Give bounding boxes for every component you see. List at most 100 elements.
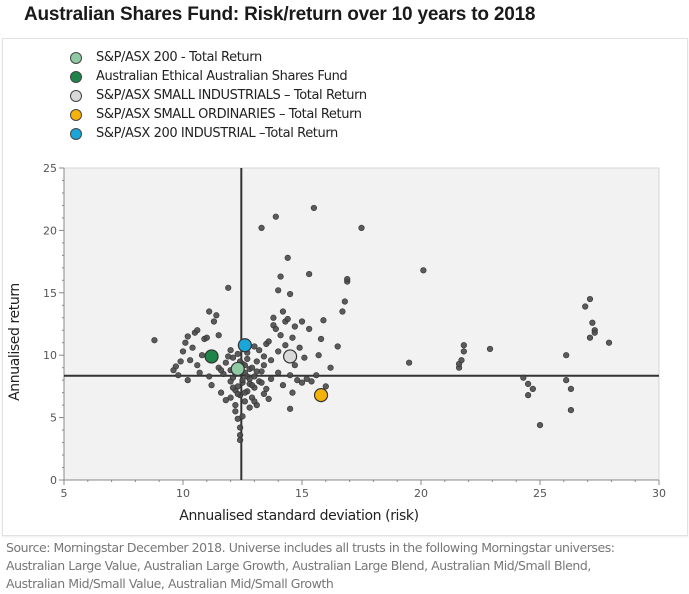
x-tick-label: 25 — [533, 487, 547, 500]
fund-point — [315, 352, 322, 359]
fund-point — [196, 369, 203, 376]
fund-point — [563, 377, 570, 384]
fund-point — [287, 405, 294, 412]
fund-point — [241, 389, 248, 396]
data-points — [151, 204, 613, 444]
fund-point — [294, 377, 301, 384]
fund-point — [284, 254, 291, 261]
fund-point — [227, 394, 234, 401]
legend-item-asx200-industrial: S&P/ASX 200 INDUSTRIAL –Total Return — [70, 124, 367, 143]
fund-point — [217, 367, 225, 374]
chart-title: Australian Shares Fund: Risk/return over… — [24, 4, 536, 25]
fund-point — [189, 344, 196, 351]
fund-point — [227, 347, 234, 354]
x-axis-label: Annualised standard deviation (risk) — [179, 508, 418, 524]
fund-point — [291, 362, 298, 369]
x-tick-label: 30 — [652, 487, 666, 500]
fund-point — [222, 397, 229, 404]
fund-point — [317, 335, 325, 343]
legend-item-small-ordinaries: S&P/ASX SMALL ORDINARIES – Total Return — [70, 105, 367, 124]
y-tick-label: 20 — [43, 224, 57, 237]
fund-point — [296, 344, 303, 351]
fund-point — [217, 389, 225, 396]
fund-point — [265, 395, 272, 402]
x-tick-label: 15 — [295, 487, 309, 500]
fund-point — [334, 343, 341, 350]
fund-point — [306, 270, 313, 278]
fund-point — [198, 352, 206, 359]
x-tick-label: 10 — [176, 487, 190, 500]
legend-label: S&P/ASX 200 INDUSTRIAL –Total Return — [96, 126, 338, 141]
y-axis-label: Annualised return — [7, 283, 23, 401]
highlighted-point: S&P/ASX SMALL ORDINARIES – Total Return — [313, 388, 329, 403]
fund-point — [289, 389, 296, 396]
fund-point — [279, 382, 287, 389]
fund-point — [358, 224, 365, 232]
fund-point — [246, 375, 253, 383]
fund-point — [206, 373, 213, 380]
legend-label: S&P/ASX 200 - Total Return — [96, 50, 262, 65]
legend-item-asx200: S&P/ASX 200 - Total Return — [70, 48, 367, 67]
fund-point — [256, 347, 263, 354]
fund-point — [194, 327, 201, 334]
fund-point — [208, 382, 215, 389]
fund-point — [225, 284, 232, 291]
y-tick-label: 25 — [43, 162, 57, 175]
fund-point — [177, 358, 184, 365]
fund-point — [591, 329, 598, 336]
legend: S&P/ASX 200 - Total Return Australian Et… — [70, 48, 367, 143]
fund-point — [260, 353, 268, 360]
fund-point — [339, 308, 346, 315]
fund-point — [563, 352, 570, 359]
fund-point — [172, 363, 179, 370]
y-tick-label: 0 — [50, 474, 57, 487]
fund-point — [313, 372, 320, 379]
fund-point — [225, 353, 232, 360]
fund-point — [524, 392, 532, 399]
fund-point — [322, 383, 329, 390]
legend-marker — [70, 89, 82, 102]
fund-point — [306, 325, 313, 333]
fund-point — [277, 332, 284, 339]
fund-point — [310, 204, 318, 212]
fund-point — [246, 404, 253, 411]
y-tick-label: 10 — [43, 349, 57, 362]
fund-point — [182, 339, 189, 346]
legend-label: S&P/ASX SMALL INDUSTRIALS – Total Return — [96, 88, 367, 103]
fund-point — [187, 357, 194, 364]
fund-point — [277, 273, 284, 280]
fund-point — [308, 378, 315, 385]
fund-point — [263, 385, 270, 392]
fund-point — [210, 318, 218, 325]
fund-point — [524, 380, 532, 388]
fund-point — [320, 317, 327, 324]
fund-point — [458, 357, 465, 364]
fund-point — [232, 408, 239, 415]
fund-point — [486, 345, 494, 353]
fund-point — [344, 275, 351, 283]
fund-point — [272, 325, 279, 333]
legend-label: S&P/ASX SMALL ORDINARIES – Total Return — [96, 107, 362, 122]
highlighted-point: S&P/ASX 200 INDUSTRIAL –Total Return — [237, 338, 252, 353]
fund-point — [267, 357, 275, 364]
fund-point — [241, 398, 248, 405]
legend-marker — [70, 51, 82, 64]
fund-point — [460, 342, 467, 349]
fund-point — [567, 385, 575, 392]
fund-point — [151, 337, 158, 344]
fund-point — [289, 334, 296, 341]
fund-point — [184, 377, 191, 384]
legend-marker — [70, 70, 82, 83]
fund-point — [237, 436, 244, 444]
fund-point — [275, 287, 282, 294]
fund-point — [272, 213, 279, 220]
fund-point — [406, 359, 413, 366]
fund-point — [460, 348, 467, 355]
fund-point — [234, 390, 241, 397]
fund-point — [179, 348, 187, 355]
fund-point — [279, 308, 287, 315]
source-note: Source: Morningstar December 2018. Unive… — [6, 539, 686, 593]
fund-point — [222, 359, 229, 366]
